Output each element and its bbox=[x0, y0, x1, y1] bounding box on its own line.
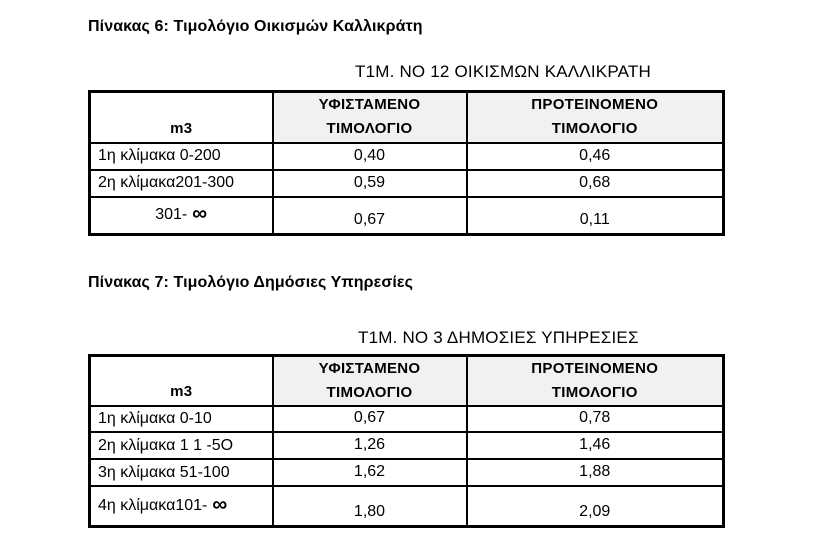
table-row: 1η κλίμακα 0-200 0,40 0,46 bbox=[88, 141, 725, 171]
col-header-existing-tariff: ΥΦΙΣΤΑΜΕΝΟ ΤΙΜΟΛΟΓΙΟ bbox=[271, 90, 468, 144]
scale-cell: 3η κλίμακα 51-100 bbox=[88, 458, 274, 487]
existing-tariff-cell: 0,67 bbox=[271, 405, 468, 433]
existing-tariff-cell: 0,59 bbox=[271, 168, 468, 198]
header-line: ΤΙΜΟΛΟΓΙΟ bbox=[326, 120, 413, 138]
col-header-proposed-tariff: ΠΡΟΤΕΙΝΟΜΕΝΟ ΤΙΜΟΛΟΓΙΟ bbox=[465, 354, 725, 407]
header-line: ΠΡΟΤΕΙΝΟΜΕΝΟ bbox=[531, 96, 659, 114]
header-row: m3 ΥΦΙΣΤΑΜΕΝΟ ΤΙΜΟΛΟΓΙΟ ΠΡΟΤΕΙΝΟΜΕΝΟ ΤΙΜ… bbox=[88, 90, 725, 144]
col-header-m3: m3 bbox=[88, 354, 274, 407]
proposed-tariff-cell: 2,09 bbox=[465, 485, 725, 527]
infinity-symbol: ∞ bbox=[212, 492, 228, 516]
scale-cell: 1η κλίμακα 0-200 bbox=[88, 141, 274, 171]
proposed-tariff-cell: 1,88 bbox=[465, 458, 725, 487]
col-header-existing-tariff: ΥΦΙΣΤΑΜΕΝΟ ΤΙΜΟΛΟΓΙΟ bbox=[271, 354, 468, 407]
table-row: 3η κλίμακα 51-100 1,62 1,88 bbox=[88, 458, 725, 487]
proposed-tariff-cell: 0,68 bbox=[465, 168, 725, 198]
existing-tariff-cell: 1,80 bbox=[271, 485, 468, 527]
scale-prefix: 4η κλίμακα101- bbox=[98, 496, 208, 514]
table7-tariff-table: m3 ΥΦΙΣΤΑΜΕΝΟ ΤΙΜΟΛΟΓΙΟ ΠΡΟΤΕΙΝΟΜΕΝΟ ΤΙΜ… bbox=[88, 354, 725, 528]
table-row: 301- ∞ 0,67 0,11 bbox=[88, 195, 725, 236]
table-row: 1η κλίμακα 0-10 0,67 0,78 bbox=[88, 405, 725, 433]
scale-cell: 2η κλίμακα 1 1 -5O bbox=[88, 431, 274, 460]
table-row: 2η κλίμακα201-300 0,59 0,68 bbox=[88, 168, 725, 198]
col-header-proposed-tariff: ΠΡΟΤΕΙΝΟΜΕΝΟ ΤΙΜΟΛΟΓΙΟ bbox=[465, 90, 725, 144]
table7-caption: Τ1Μ. ΝΟ 3 ΔΗΜΟΣΙΕΣ ΥΠΗΡΕΣΙΕΣ bbox=[358, 328, 639, 347]
header-line: ΤΙΜΟΛΟΓΙΟ bbox=[551, 120, 638, 138]
table6-caption: Τ1Μ. ΝΟ 12 ΟΙΚΙΣΜΩΝ ΚΑΛΛΙΚΡΑΤΗ bbox=[355, 62, 651, 81]
proposed-tariff-cell: 0,46 bbox=[465, 141, 725, 171]
proposed-tariff-cell: 0,11 bbox=[465, 195, 725, 236]
header-line: ΥΦΙΣΤΑΜΕΝΟ bbox=[318, 96, 421, 114]
header-line: ΤΙΜΟΛΟΓΙΟ bbox=[551, 384, 638, 401]
scale-prefix: 301- bbox=[155, 206, 188, 224]
header-row: m3 ΥΦΙΣΤΑΜΕΝΟ ΤΙΜΟΛΟΓΙΟ ΠΡΟΤΕΙΝΟΜΕΝΟ ΤΙΜ… bbox=[88, 354, 725, 407]
scale-cell: 301- ∞ bbox=[88, 195, 274, 236]
scale-cell: 1η κλίμακα 0-10 bbox=[88, 405, 274, 433]
table7-title: Πίνακας 7: Τιμολόγιο Δημόσιες Υπηρεσίες bbox=[88, 274, 414, 291]
scale-cell: 4η κλίμακα101- ∞ bbox=[88, 485, 274, 527]
col-header-m3: m3 bbox=[88, 90, 274, 144]
table6-tariff-table: m3 ΥΦΙΣΤΑΜΕΝΟ ΤΙΜΟΛΟΓΙΟ ΠΡΟΤΕΙΝΟΜΕΝΟ ΤΙΜ… bbox=[88, 90, 725, 236]
proposed-tariff-cell: 0,78 bbox=[465, 405, 725, 433]
existing-tariff-cell: 1,62 bbox=[271, 458, 468, 487]
infinity-symbol: ∞ bbox=[192, 202, 208, 226]
existing-tariff-cell: 0,67 bbox=[271, 195, 468, 236]
existing-tariff-cell: 0,40 bbox=[271, 141, 468, 171]
proposed-tariff-cell: 1,46 bbox=[465, 431, 725, 460]
table-row: 4η κλίμακα101- ∞ 1,80 2,09 bbox=[88, 485, 725, 527]
header-line: ΠΡΟΤΕΙΝΟΜΕΝΟ bbox=[531, 360, 659, 377]
existing-tariff-cell: 1,26 bbox=[271, 431, 468, 460]
scale-cell: 2η κλίμακα201-300 bbox=[88, 168, 274, 198]
header-line: ΤΙΜΟΛΟΓΙΟ bbox=[326, 384, 413, 401]
header-line: ΥΦΙΣΤΑΜΕΝΟ bbox=[318, 360, 421, 377]
table-row: 2η κλίμακα 1 1 -5O 1,26 1,46 bbox=[88, 431, 725, 460]
table6-title: Πίνακας 6: Τιμολόγιο Οικισμών Καλλικράτη bbox=[88, 18, 423, 35]
